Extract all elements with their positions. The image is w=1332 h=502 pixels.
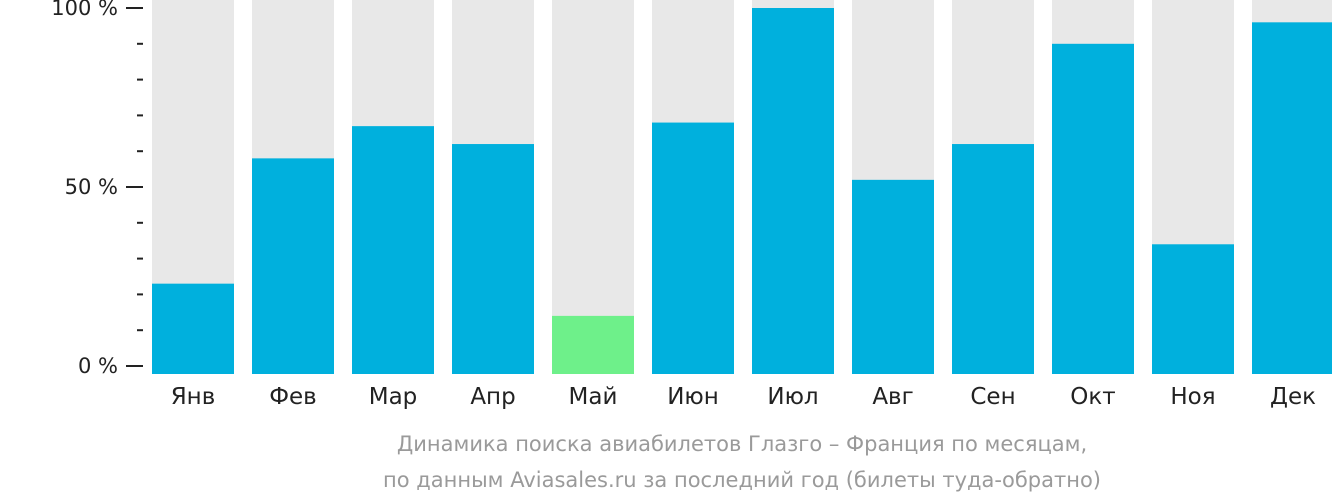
bar-chart: 0 % 50 % 100 % Янв Фев Мар Апр Май Июн Июл Авг Сен… — [51, 0, 1332, 410]
y-tick-label-0: 0 % — [78, 354, 118, 378]
bar-7[interactable] — [752, 8, 834, 374]
bar-10[interactable] — [1052, 43, 1134, 375]
bar-background-5 — [552, 0, 634, 374]
bar-2[interactable] — [252, 158, 334, 374]
x-tick-label-8: Авг — [872, 384, 913, 410]
x-tick-label-4: Апр — [470, 384, 515, 410]
chart-caption-line-2: по данным Aviasales.ru за последний год … — [383, 468, 1101, 492]
y-tick-label-50: 50 % — [65, 175, 118, 199]
x-tick-label-3: Мар — [369, 384, 418, 410]
bar-8[interactable] — [852, 179, 934, 374]
x-tick-label-2: Фев — [269, 384, 317, 410]
x-tick-label-5: Май — [569, 384, 618, 410]
x-tick-label-6: Июн — [667, 384, 719, 410]
x-tick-label-12: Дек — [1270, 384, 1316, 410]
y-tick-label-100: 100 % — [51, 0, 118, 20]
bar-4[interactable] — [452, 144, 534, 374]
x-tick-label-11: Ноя — [1170, 384, 1215, 410]
bar-12[interactable] — [1252, 22, 1332, 374]
x-tick-label-1: Янв — [171, 384, 216, 410]
bar-5[interactable] — [552, 315, 634, 374]
bar-1[interactable] — [152, 283, 234, 374]
bar-11[interactable] — [1152, 244, 1234, 374]
x-tick-label-9: Сен — [970, 384, 1015, 410]
bar-6[interactable] — [652, 122, 734, 374]
bar-3[interactable] — [352, 126, 434, 374]
data-bars — [152, 8, 1332, 375]
x-axis: Янв Фев Мар Апр Май Июн Июл Авг Сен Окт Ноя Дек — [171, 384, 1316, 410]
x-tick-label-7: Июл — [767, 384, 818, 410]
x-tick-label-10: Окт — [1070, 384, 1115, 410]
bar-9[interactable] — [952, 144, 1034, 374]
y-axis: 0 % 50 % 100 % — [51, 0, 143, 378]
chart-caption-line-1: Динамика поиска авиабилетов Глазго – Фра… — [396, 432, 1088, 456]
